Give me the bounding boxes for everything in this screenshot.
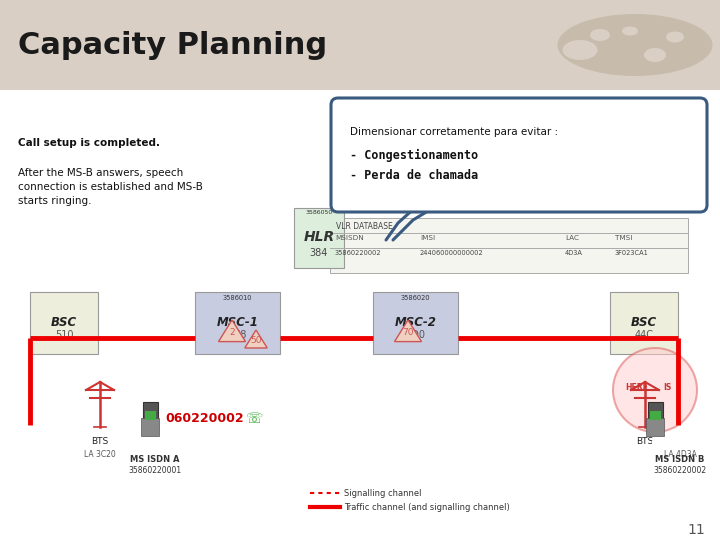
Bar (0, 0, 720, 90)
Text: - Perda de chamada: - Perda de chamada (350, 169, 478, 182)
Ellipse shape (590, 29, 610, 41)
Text: Capacity Planning: Capacity Planning (18, 30, 327, 59)
Bar (646, 418, 664, 436)
Text: Dimensionar corretamente para evitar :: Dimensionar corretamente para evitar : (350, 127, 558, 137)
Text: MSC-2: MSC-2 (395, 316, 436, 329)
Text: 35860220002: 35860220002 (335, 250, 382, 256)
Text: 35860220001: 35860220001 (128, 466, 181, 475)
FancyBboxPatch shape (331, 98, 707, 212)
Text: IMSI: IMSI (420, 235, 435, 241)
Text: 3E8: 3E8 (228, 330, 247, 340)
Text: HLR: HLR (303, 230, 335, 244)
Text: starts ringing.: starts ringing. (18, 196, 91, 206)
Text: BTS: BTS (91, 437, 109, 446)
Ellipse shape (557, 14, 713, 76)
Text: 70: 70 (402, 328, 414, 337)
Circle shape (613, 348, 697, 432)
Polygon shape (245, 330, 267, 348)
Text: 384: 384 (310, 248, 328, 258)
Text: 244060000000002: 244060000000002 (420, 250, 484, 256)
Text: 3586020: 3586020 (401, 295, 431, 301)
Polygon shape (395, 320, 421, 342)
Text: MS ISDN B: MS ISDN B (655, 455, 705, 464)
Bar (294, 208, 344, 268)
Text: BTS: BTS (636, 437, 654, 446)
Text: VLR DATABASE: VLR DATABASE (336, 222, 392, 231)
Ellipse shape (622, 26, 638, 36)
Text: 35860220002: 35860220002 (654, 466, 706, 475)
Bar (0, 90, 720, 540)
Text: 50: 50 (251, 336, 262, 345)
Text: 7D0: 7D0 (405, 330, 426, 340)
Text: 2: 2 (229, 328, 235, 337)
Text: 3586050: 3586050 (305, 210, 333, 215)
Bar (30, 292, 98, 354)
Bar (195, 292, 280, 354)
Bar (143, 402, 158, 428)
Text: LA 4D3A: LA 4D3A (664, 450, 696, 459)
Text: MSC-1: MSC-1 (217, 316, 258, 329)
Text: Traffic channel (and signalling channel): Traffic channel (and signalling channel) (344, 503, 510, 511)
Text: BSC: BSC (51, 316, 77, 329)
Text: LA 3C20: LA 3C20 (84, 450, 116, 459)
Text: After the MS-B answers, speech: After the MS-B answers, speech (18, 168, 184, 178)
Ellipse shape (644, 48, 666, 62)
Ellipse shape (666, 31, 684, 43)
Bar (145, 411, 156, 420)
Text: MSISDN: MSISDN (335, 235, 364, 241)
Text: Call setup is completed.: Call setup is completed. (18, 138, 160, 148)
Text: Signalling channel: Signalling channel (344, 489, 421, 497)
Text: ☏: ☏ (245, 412, 262, 426)
Polygon shape (218, 320, 246, 342)
Text: MS ISDN A: MS ISDN A (130, 455, 180, 464)
Ellipse shape (562, 40, 598, 60)
Text: 11: 11 (688, 523, 705, 537)
Text: LAC: LAC (565, 235, 579, 241)
Text: IS: IS (663, 383, 671, 393)
Bar (610, 292, 678, 354)
Text: 510: 510 (55, 330, 73, 340)
Bar (650, 411, 661, 420)
Bar (330, 218, 688, 273)
Bar (373, 292, 458, 354)
Text: 4D3A: 4D3A (565, 250, 583, 256)
Text: HERE: HERE (626, 383, 649, 393)
Text: 3586010: 3586010 (222, 295, 252, 301)
Text: 3F023CA1: 3F023CA1 (615, 250, 649, 256)
Text: TMSI: TMSI (615, 235, 632, 241)
Text: 44C: 44C (634, 330, 654, 340)
Bar (648, 402, 663, 428)
Text: connection is established and MS-B: connection is established and MS-B (18, 182, 203, 192)
Text: 060220002: 060220002 (165, 413, 243, 426)
Text: A: A (146, 441, 154, 451)
Text: BSC: BSC (631, 316, 657, 329)
Bar (141, 418, 159, 436)
Text: B: B (651, 441, 659, 451)
Text: - Congestionamento: - Congestionamento (350, 149, 478, 162)
